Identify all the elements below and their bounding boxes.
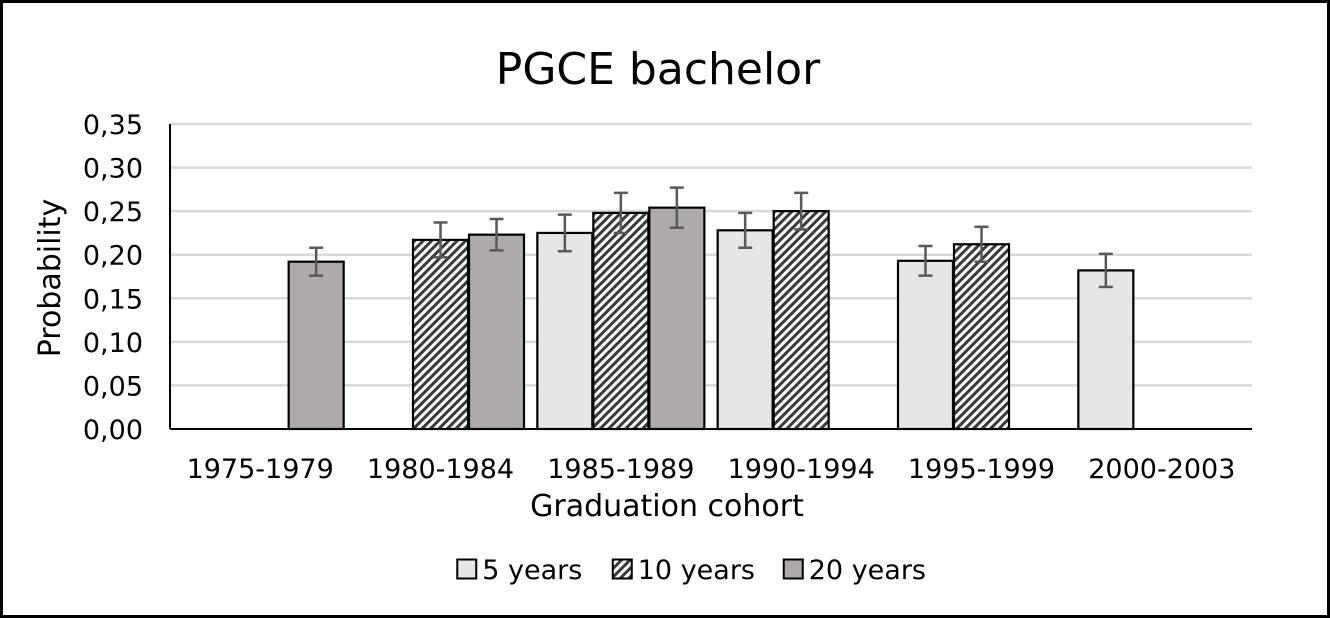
y-tick-label: 0,00 — [83, 415, 143, 446]
x-tick-label: 1975-1979 — [187, 454, 334, 485]
y-tick-label: 0,20 — [83, 241, 143, 272]
bar-5-years — [1077, 269, 1135, 431]
x-tick-label: 1990-1994 — [728, 454, 875, 485]
bar-5-years — [896, 259, 955, 431]
bar-10-years — [411, 238, 470, 431]
bar-10-years — [592, 211, 650, 431]
x-axis-title: Graduation cohort — [530, 489, 804, 524]
bar-20-years — [287, 260, 345, 431]
y-tick-label: 0,10 — [83, 328, 143, 359]
legend: 5 years 10 years 20 years — [456, 555, 926, 586]
bar-10-years — [952, 243, 1011, 431]
legend-swatch-10-years — [611, 558, 633, 580]
gridlines — [170, 122, 1252, 387]
axes: 0,00 0,05 0,10 0,15 0,20 0,25 0,30 0,35 1975-197… — [83, 110, 1252, 485]
legend-label: 20 years — [809, 555, 926, 586]
bar-10-years — [772, 210, 830, 431]
legend-label: 10 years — [638, 555, 755, 586]
bar-20-years — [648, 206, 706, 431]
y-tick-label: 0,25 — [83, 197, 143, 228]
bar-20-years — [467, 233, 526, 431]
bar-5-years — [716, 229, 774, 431]
y-axis-title: Probability — [33, 199, 68, 358]
chart-title: PGCE bachelor — [496, 44, 821, 95]
bar-5-years — [536, 231, 594, 431]
x-tick-label: 1980-1984 — [367, 454, 514, 485]
x-tick-label: 1995-1999 — [908, 454, 1055, 485]
x-tick-label: 1985-1989 — [547, 454, 694, 485]
x-tick-label: 2000-2003 — [1088, 454, 1235, 485]
y-tick-label: 0,30 — [83, 154, 143, 185]
bars — [196, 186, 1226, 431]
y-tick-label: 0,05 — [83, 371, 143, 402]
legend-label: 5 years — [482, 555, 582, 586]
legend-swatch-20-years — [782, 558, 804, 580]
y-tick-label: 0,15 — [83, 284, 143, 315]
legend-swatch-5-years — [456, 558, 478, 580]
y-tick-label: 0,35 — [83, 110, 143, 141]
